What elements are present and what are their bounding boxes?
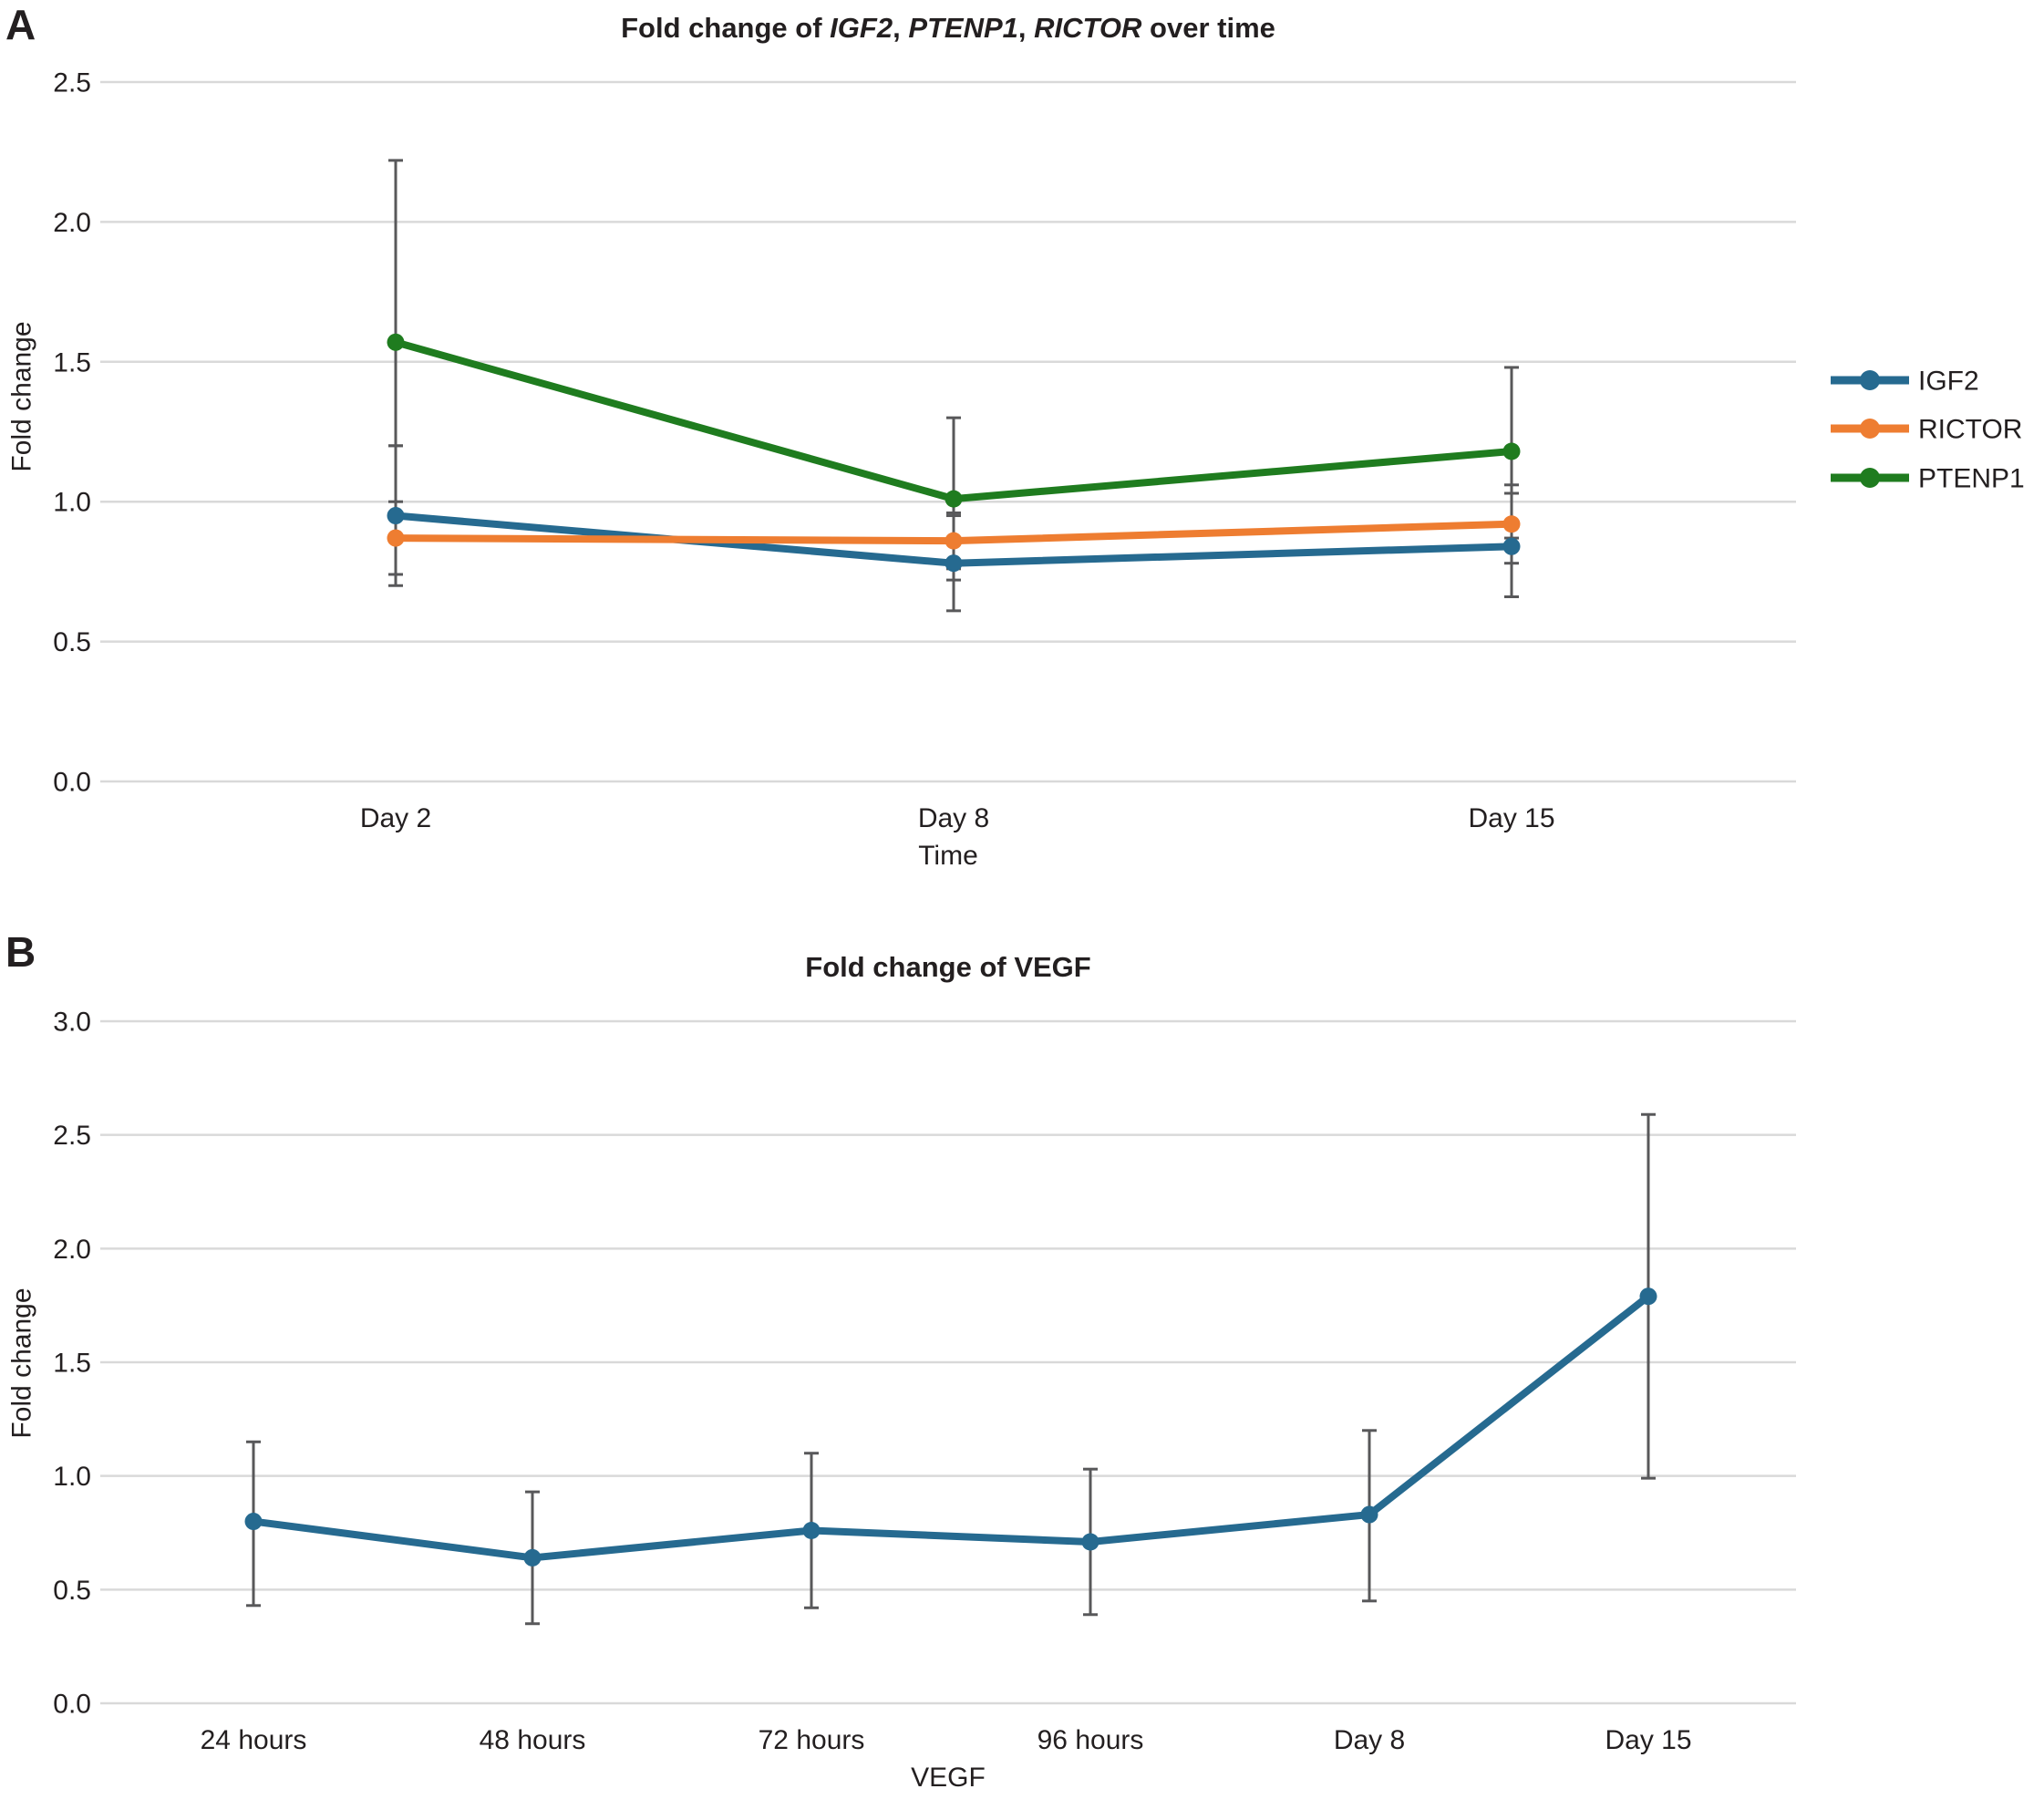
x-category-label: 72 hours [759, 1725, 865, 1755]
y-tick-label: 2.5 [53, 68, 91, 98]
x-category-label: Day 15 [1468, 803, 1554, 833]
legend-label: PTENP1 [1918, 464, 2025, 494]
legend-label: IGF2 [1918, 367, 1979, 397]
data-point-PTENP1-day-15 [1502, 442, 1521, 460]
data-point-RICTOR-day-15 [1502, 515, 1521, 533]
data-point-PTENP1-day-8 [945, 490, 963, 508]
y-tick-label: 2.0 [53, 208, 91, 238]
legend-point-marker [1860, 468, 1880, 488]
data-point-VEGF-48-hours [523, 1548, 542, 1567]
x-category-label: Day 2 [360, 803, 431, 833]
x-category-label: Day 8 [918, 803, 989, 833]
gene-name: RICTOR [1034, 12, 1142, 44]
y-tick-label: 1.5 [53, 347, 91, 377]
data-point-IGF2-day-8 [945, 554, 963, 573]
y-tick-label: 1.0 [53, 488, 91, 518]
legend-point-marker [1860, 419, 1880, 439]
y-tick-label: 1.5 [53, 1349, 91, 1379]
y-tick-label: 0.5 [53, 1576, 91, 1606]
y-tick-label: 0.0 [53, 1690, 91, 1720]
data-point-RICTOR-day-2 [387, 529, 405, 547]
x-category-label: Day 8 [1334, 1725, 1405, 1755]
panel-a-x-axis-title: Time [918, 841, 978, 871]
y-tick-label: 0.5 [53, 627, 91, 657]
legend-item-PTENP1: PTENP1 [1831, 464, 2025, 494]
data-point-IGF2-day-2 [387, 507, 405, 525]
data-point-VEGF-24-hours [244, 1513, 263, 1531]
data-point-VEGF-day-15 [1639, 1287, 1657, 1306]
panel-a-plot: 2.5 2.0 1.5 1.0 0.5 0.0 Day 2 Day 8 Day 15 IGF2 RI… [53, 68, 2024, 834]
gene-name: IGF2 [830, 12, 893, 44]
data-point-VEGF-day-8 [1360, 1505, 1378, 1524]
title-text: , [893, 12, 909, 44]
y-tick-label: 2.0 [53, 1235, 91, 1265]
legend-item-RICTOR: RICTOR [1831, 415, 2022, 445]
data-point-VEGF-72-hours [802, 1522, 821, 1540]
panel-b-plot: 3.0 2.5 2.0 1.5 1.0 0.5 0.0 24 hours 48 hours 72 … [53, 1008, 1796, 1755]
panel-a-y-axis-title: Fold change [6, 321, 37, 472]
y-tick-label: 2.5 [53, 1121, 91, 1151]
data-point-IGF2-day-15 [1502, 537, 1521, 555]
data-point-VEGF-96-hours [1081, 1533, 1099, 1551]
gene-name: PTENP1 [908, 12, 1018, 44]
panel-b-label: B [5, 928, 36, 976]
panel-b-title: Fold change of VEGF [805, 951, 1091, 983]
legend-label: RICTOR [1918, 415, 2022, 445]
x-category-label: 96 hours [1037, 1725, 1144, 1755]
x-category-label: Day 15 [1605, 1725, 1691, 1755]
data-point-PTENP1-day-2 [387, 333, 405, 351]
panel-b-y-axis-title: Fold change [6, 1287, 37, 1439]
title-text: Fold change of [621, 12, 831, 44]
legend-item-IGF2: IGF2 [1831, 367, 1979, 397]
legend-point-marker [1860, 370, 1880, 390]
title-text: over time [1141, 12, 1275, 44]
panel-b-x-axis-title: VEGF [911, 1763, 986, 1793]
series-line-VEGF [250, 1292, 1652, 1562]
title-text: , [1017, 12, 1035, 44]
y-tick-label: 1.0 [53, 1462, 91, 1492]
y-tick-label: 0.0 [53, 768, 91, 798]
panel-a-legend: IGF2 RICTOR PTENP1 [1831, 367, 2025, 494]
x-category-label: 24 hours [201, 1725, 307, 1755]
error-bar-PTENP1-0 [388, 159, 403, 448]
panel-a-label: A [5, 1, 36, 48]
x-category-label: 48 hours [480, 1725, 586, 1755]
panel-a-title: Fold change of IGF2, PTENP1, RICTOR over… [100, 12, 1796, 44]
data-point-RICTOR-day-8 [945, 532, 963, 550]
y-tick-label: 3.0 [53, 1008, 91, 1038]
